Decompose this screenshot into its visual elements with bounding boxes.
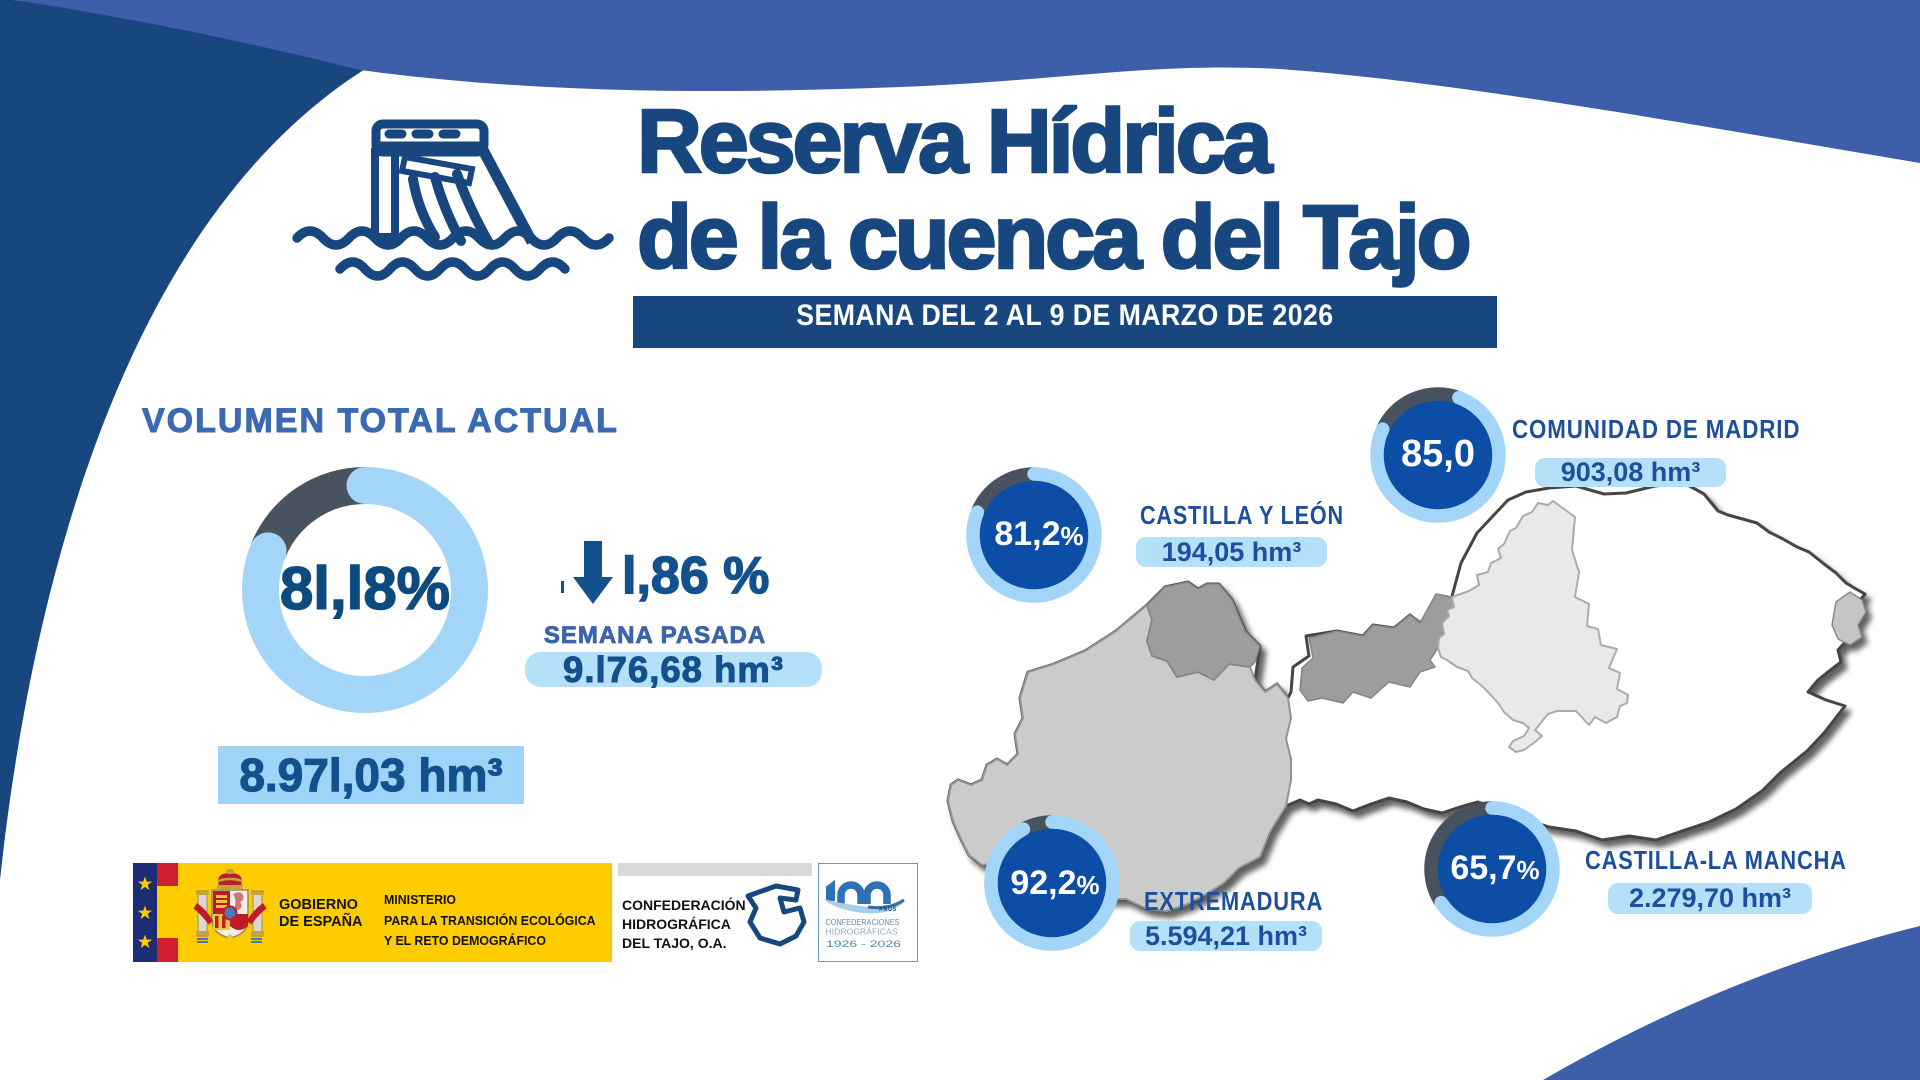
svg-text:AÑOS: AÑOS <box>879 904 897 913</box>
svg-text:CONFEDERACIONES: CONFEDERACIONES <box>826 917 900 927</box>
svg-text:1926 - 2026: 1926 - 2026 <box>826 939 901 949</box>
svg-text:HIDROGRÁFICAS: HIDROGRÁFICAS <box>826 927 898 937</box>
